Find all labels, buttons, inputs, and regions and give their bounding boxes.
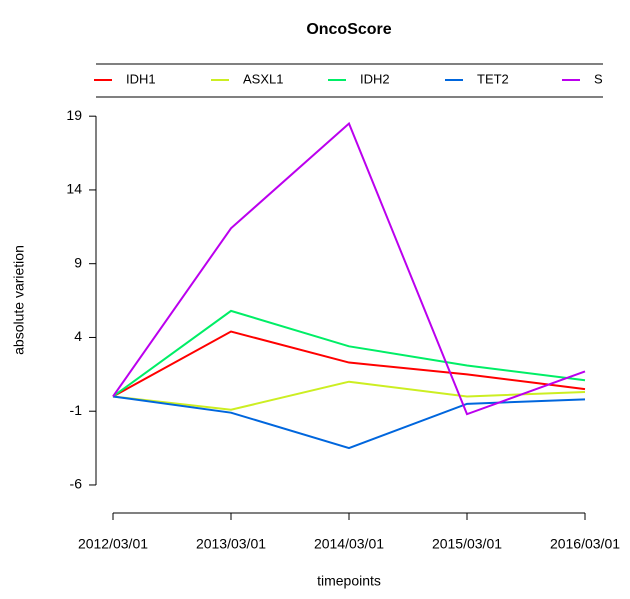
y-tick-label: 14 [66, 181, 82, 197]
y-tick-label: -6 [70, 476, 83, 492]
y-tick-label: -1 [70, 402, 83, 418]
y-tick-label: 19 [66, 107, 82, 123]
x-tick-label: 2014/03/01 [314, 536, 384, 552]
legend: IDH1 ASXL1 IDH2 TET2 SETBP1 [94, 71, 630, 86]
legend-label: SETBP1 [594, 71, 630, 86]
series-line [112, 330, 586, 398]
legend-label: IDH2 [360, 71, 390, 86]
y-tick-label: 4 [74, 328, 82, 344]
y-axis-label: absolute varietion [11, 245, 27, 355]
series-line [112, 380, 586, 411]
y-tick-label: 9 [74, 254, 82, 270]
x-tick-label: 2015/03/01 [432, 536, 502, 552]
chart-title: OncoScore [306, 21, 391, 38]
x-tick-label: 2012/03/01 [78, 536, 148, 552]
legend-label: IDH1 [126, 71, 156, 86]
x-tick-label: 2016/03/01 [550, 536, 620, 552]
legend-label: TET2 [477, 71, 509, 86]
legend-label: ASXL1 [243, 71, 283, 86]
x-axis-label: timepoints [317, 573, 381, 589]
series-line [112, 309, 586, 398]
x-tick-label: 2013/03/01 [196, 536, 266, 552]
series-line [112, 395, 586, 450]
series-line [112, 121, 586, 416]
